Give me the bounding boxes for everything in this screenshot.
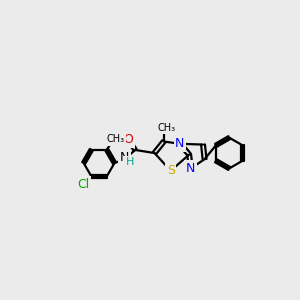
Text: H: H <box>126 157 134 167</box>
Text: S: S <box>167 164 175 177</box>
Text: Cl: Cl <box>78 178 90 190</box>
Text: N: N <box>175 137 184 150</box>
Text: N: N <box>120 151 129 164</box>
Text: CH₃: CH₃ <box>106 134 124 144</box>
Text: CH₃: CH₃ <box>157 123 175 133</box>
Text: N: N <box>186 162 195 175</box>
Text: O: O <box>123 134 133 146</box>
